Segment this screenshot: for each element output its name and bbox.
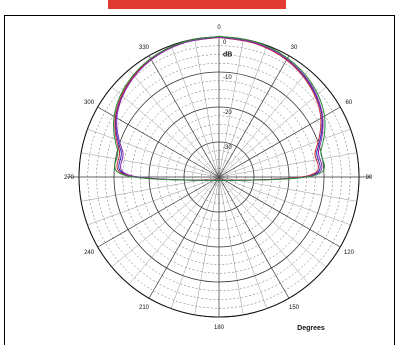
grid-spoke: [218, 45, 268, 178]
data-point: [316, 150, 318, 152]
angle-tick-label: 210: [139, 305, 150, 311]
data-point: [286, 58, 288, 60]
data-point: [310, 84, 312, 86]
header-color-bar: [108, 0, 286, 9]
angle-tick-label: 30: [291, 45, 298, 51]
data-point: [254, 41, 256, 43]
data-point: [323, 115, 326, 117]
grid-spoke: [194, 176, 220, 315]
grid-spoke: [218, 106, 341, 178]
angle-tick-label: 240: [84, 250, 95, 256]
radial-unit-label: dB: [223, 52, 232, 59]
data-point: [309, 85, 311, 87]
angle-unit-label: Degrees: [297, 325, 325, 332]
series-line: [114, 36, 322, 181]
data-point: [114, 116, 116, 118]
data-point: [132, 176, 134, 178]
data-point: [113, 115, 115, 118]
data-point: [125, 83, 128, 86]
radial-tick-label: -10: [223, 75, 232, 81]
angle-tick-label: 90: [366, 175, 373, 181]
grid-spoke: [194, 39, 220, 178]
grid-spoke: [87, 128, 220, 178]
radial-tick-label: -30: [223, 145, 232, 151]
data-point: [182, 42, 184, 44]
grid-spoke: [218, 176, 310, 285]
data-point: [320, 117, 322, 119]
data-point: [311, 83, 313, 85]
grid-spoke: [111, 176, 220, 268]
grid-spoke: [148, 176, 220, 299]
grid-spoke: [218, 39, 244, 178]
grid-spoke: [87, 176, 220, 226]
grid-spoke: [148, 55, 220, 178]
data-point: [127, 85, 129, 87]
angle-tick-label: 330: [139, 45, 150, 51]
angle-tick-label: 60: [346, 100, 353, 106]
data-point: [318, 149, 320, 151]
radial-tick-label: -20: [223, 110, 232, 116]
grid-spoke: [218, 86, 327, 178]
angle-tick-label: 300: [84, 100, 95, 106]
grid-spoke: [218, 176, 268, 309]
series-line: [116, 36, 324, 181]
grid-spoke: [218, 176, 357, 202]
grid-spoke: [218, 176, 290, 299]
data-point: [314, 150, 316, 152]
grid-spoke: [81, 152, 220, 178]
data-point: [150, 59, 152, 61]
data-point: [182, 41, 184, 43]
data-point: [149, 57, 152, 60]
radial-tick-label: 0: [223, 40, 227, 46]
figure-frame: [4, 15, 395, 345]
data-point: [218, 35, 220, 37]
angle-tick-label: 180: [214, 325, 225, 331]
data-point: [120, 150, 122, 152]
grid-spoke: [128, 176, 220, 285]
grid-spoke: [170, 45, 220, 178]
data-point: [116, 149, 119, 151]
grid-spoke: [81, 176, 220, 202]
grid-spoke: [218, 152, 357, 178]
data-point: [118, 149, 120, 151]
data-point: [254, 42, 256, 44]
data-point: [285, 59, 288, 61]
grid-spoke: [218, 176, 327, 268]
angle-tick-label: 120: [344, 250, 355, 256]
series-line: [113, 35, 326, 181]
grid-spoke: [97, 106, 220, 178]
angle-tick-label: 150: [289, 305, 300, 311]
grid-spoke: [218, 176, 244, 315]
grid-spoke: [218, 128, 351, 178]
grid-spoke: [218, 55, 290, 178]
grid-spoke: [128, 69, 220, 178]
angle-tick-label: 270: [64, 175, 75, 181]
grid-spoke: [170, 176, 220, 309]
grid-spoke: [97, 176, 220, 248]
data-point: [287, 57, 289, 59]
grid-spoke: [111, 86, 220, 178]
grid-spoke: [218, 69, 310, 178]
data-point: [122, 150, 124, 152]
data-point: [305, 176, 308, 178]
data-point: [320, 149, 322, 151]
data-point: [322, 116, 324, 118]
grid-spoke: [218, 176, 351, 226]
angle-tick-label: 0: [217, 25, 221, 31]
data-point: [126, 84, 128, 86]
data-point: [116, 117, 118, 119]
grid-spoke: [218, 176, 341, 248]
